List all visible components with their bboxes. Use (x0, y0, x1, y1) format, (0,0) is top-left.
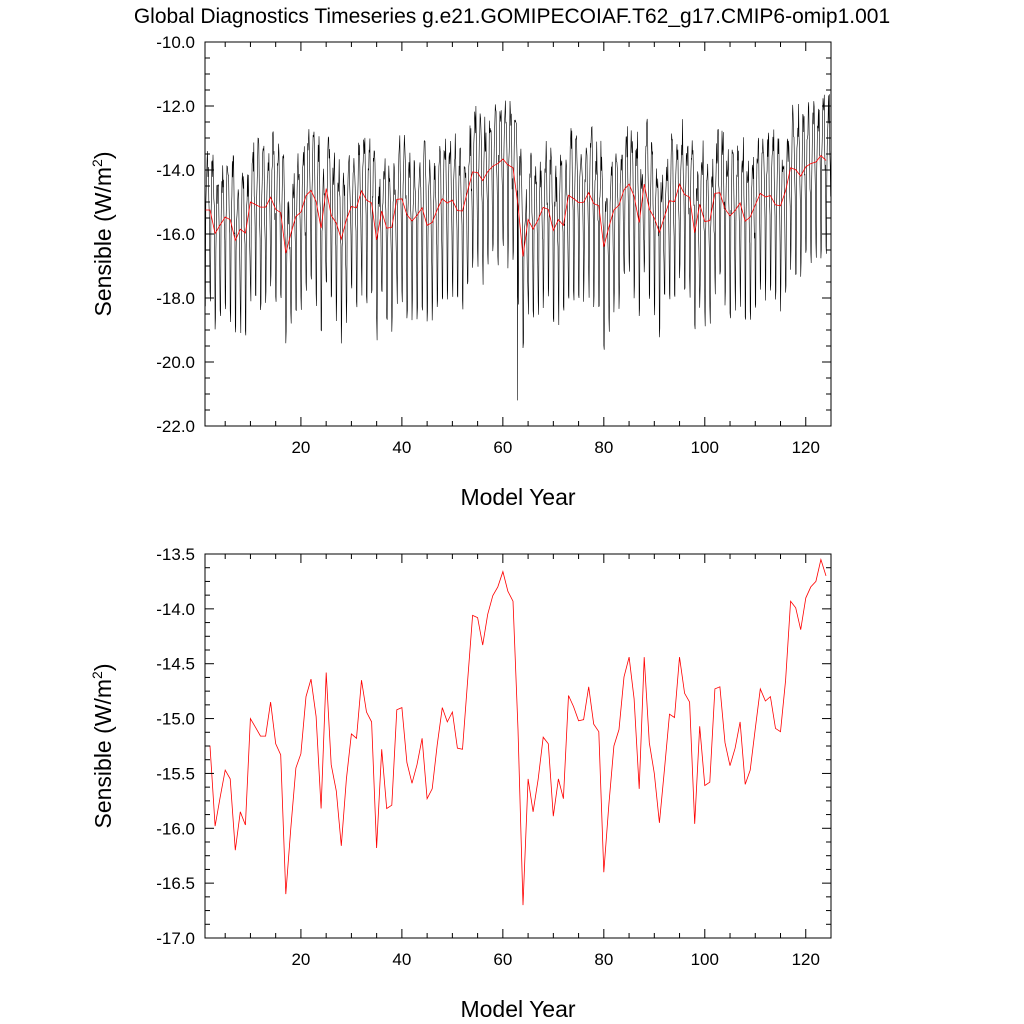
x-tick-label: 100 (691, 950, 719, 969)
x-tick-label: 80 (594, 950, 613, 969)
y-axis-label-close: ) (90, 663, 116, 671)
y-tick-label: -13.5 (156, 545, 195, 564)
y-tick-label: -14.5 (156, 655, 195, 674)
x-tick-label: 60 (493, 438, 512, 457)
plot-area (205, 557, 827, 906)
x-axis-label: Model Year (460, 996, 575, 1022)
y-axis-label-main: Sensible (W/m (90, 167, 116, 317)
y-axis-label-sup: 2 (89, 671, 105, 679)
x-tick-label: 120 (792, 950, 820, 969)
chart-title: Global Diagnostics Timeseries g.e21.GOMI… (134, 5, 890, 28)
x-tick-label: 120 (792, 438, 820, 457)
x-tick-label: 20 (291, 438, 310, 457)
y-tick-label: -17.0 (156, 929, 195, 948)
x-axis-label: Model Year (460, 484, 575, 510)
x-tick-label: 100 (691, 438, 719, 457)
x-tick-label: 20 (291, 950, 310, 969)
plot-area (205, 94, 831, 401)
y-axis-label-sup: 2 (89, 159, 105, 167)
series-monthly-line (205, 94, 831, 401)
x-tick-label: 40 (392, 950, 411, 969)
panel-top: 20 40 60 80 100 120 -22.0 -20.0 -18.0 -16.0 -14.0 -… (89, 33, 832, 510)
y-tick-label: -10.0 (156, 33, 195, 52)
panel-bottom: 20 40 60 80 100 120 -17.0 -16.5 -16.0 -15.5 -15.0 -… (89, 545, 832, 1022)
y-tick-label: -18.0 (156, 289, 195, 308)
y-tick-label: -16.0 (156, 819, 195, 838)
y-tick-label: -15.5 (156, 764, 195, 783)
y-tick-label: -15.0 (156, 710, 195, 729)
y-tick-label: -12.0 (156, 97, 195, 116)
y-tick-label: -16.5 (156, 874, 195, 893)
x-tick-label: 60 (493, 950, 512, 969)
y-tick-label: -22.0 (156, 417, 195, 436)
y-tick-label: -14.0 (156, 161, 195, 180)
y-axis-label: Sensible (W/m2) (89, 151, 116, 316)
series-annual-line (205, 155, 827, 257)
y-tick-label: -16.0 (156, 225, 195, 244)
y-tick-label: -14.0 (156, 600, 195, 619)
series-annual-line (205, 557, 827, 906)
y-axis-label: Sensible (W/m2) (89, 663, 116, 828)
y-tick-label: -20.0 (156, 353, 195, 372)
plot-frame (204, 553, 832, 939)
y-axis-label-main: Sensible (W/m (90, 679, 116, 829)
x-tick-label: 80 (594, 438, 613, 457)
y-axis-label-close: ) (90, 151, 116, 159)
x-tick-label: 40 (392, 438, 411, 457)
